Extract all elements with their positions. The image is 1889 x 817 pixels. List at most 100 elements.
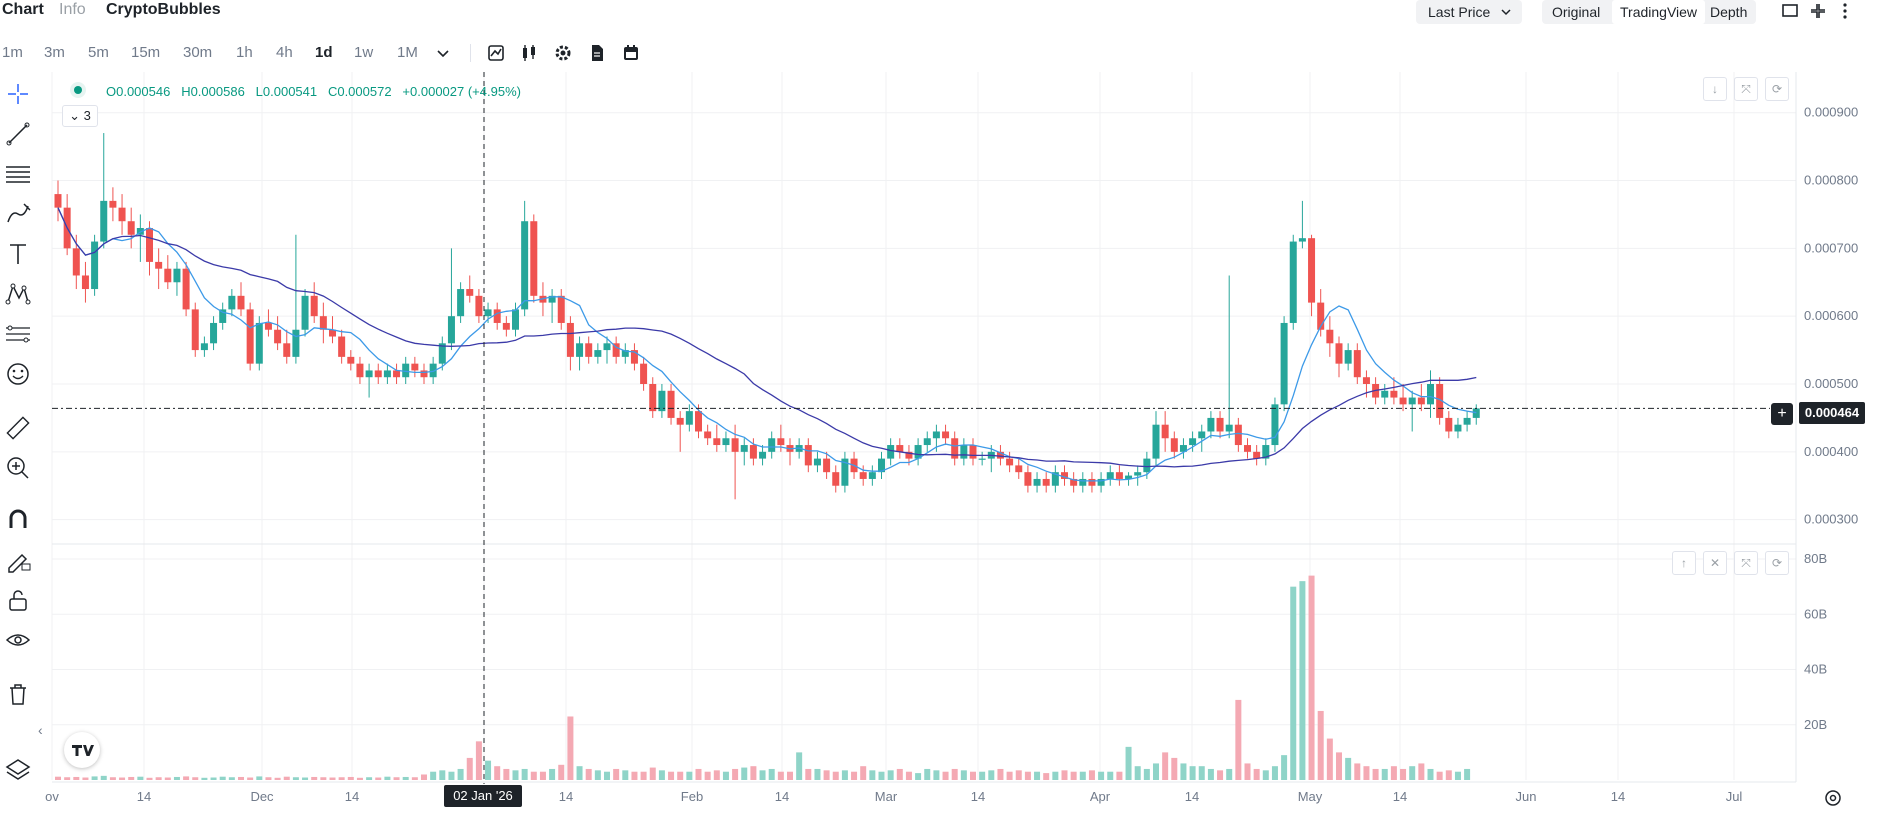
time-tick-label: 14 [971,789,985,804]
zoom-in-icon[interactable] [4,454,32,482]
window-icon[interactable] [1781,2,1799,20]
volume-bar [759,770,766,780]
candle-body [347,356,355,364]
candle-body [603,343,611,351]
candle-body [1033,478,1041,486]
time-tick-label: Apr [1090,789,1111,804]
candle-body [1244,445,1251,452]
close-pane-icon[interactable]: ✕ [1703,551,1727,575]
interval-5m[interactable]: 5m [88,44,109,61]
volume-bar [1235,699,1242,780]
volume-bar [448,771,455,780]
crosshair-icon[interactable] [4,80,32,108]
move-up-icon[interactable]: ↑ [1672,551,1696,575]
pencil-lock-icon[interactable] [4,546,32,574]
tab-cryptobubbles[interactable]: CryptoBubbles [106,1,221,18]
collapse-toolbar-icon[interactable]: ‹ [38,722,43,738]
interval-1m[interactable]: 1m [2,44,23,61]
candle-body [374,370,382,378]
text-icon[interactable] [4,240,32,268]
unlock-icon[interactable] [4,586,32,614]
interval-1M[interactable]: 1M [397,44,418,61]
interval-15m[interactable]: 15m [131,44,161,61]
trend-line-icon[interactable] [4,120,32,148]
interval-3m[interactable]: 3m [44,44,65,61]
tradingview-logo[interactable] [64,732,100,768]
candle-body [594,350,602,357]
volume-bar [1354,763,1361,780]
symbol-status-dot[interactable] [70,82,86,98]
interval-4h[interactable]: 4h [276,44,293,61]
move-down-icon[interactable]: ↓ [1703,77,1727,101]
indicators-icon[interactable] [486,43,506,63]
legend-open: O0.000546 [106,84,171,99]
fib-levels-icon[interactable] [4,320,32,348]
volume-bar [1400,768,1407,780]
document-icon[interactable] [587,43,607,63]
volume-bar [796,752,803,780]
volume-bar [1171,757,1178,780]
collapse-pane-icon[interactable]: ⤧ [1734,77,1758,101]
candle-body [329,329,336,337]
interval-1w[interactable]: 1w [354,44,374,61]
candle-body [905,451,913,459]
volume-bar [594,770,601,780]
candle-body [548,295,556,303]
volume-bar [320,777,327,780]
candle-body [859,472,867,479]
eye-icon[interactable] [4,626,32,654]
volume-bar [1390,766,1397,780]
candle-body [1472,408,1480,418]
volume-bar [1345,757,1352,780]
volume-bar [1262,770,1269,780]
volume-bar [1162,752,1169,780]
volume-bar [915,773,922,780]
calendar-icon[interactable] [621,43,641,63]
add-alert-icon[interactable]: + [1771,403,1793,425]
volume-bar [1180,763,1187,780]
settings-gear-icon[interactable] [553,43,573,63]
view-original[interactable]: Original [1552,4,1601,20]
candle-type-icon[interactable] [519,43,539,63]
candle-body [1125,475,1133,479]
brush-icon[interactable] [4,200,32,228]
volume-bar [814,768,821,780]
volume-bar [549,768,556,780]
horizontal-lines-icon[interactable] [4,160,32,188]
more-icon[interactable] [1836,2,1854,20]
grid-layout-icon[interactable] [1809,2,1827,20]
volume-bar [860,766,867,780]
pattern-icon[interactable] [4,280,32,308]
candle-body [1161,424,1169,439]
ruler-icon[interactable] [4,414,32,442]
view-tradingview[interactable]: TradingView [1612,0,1706,24]
price-tick-label: 0.000800 [1804,173,1858,188]
interval-1d[interactable]: 1d [315,44,333,61]
candle-body [923,438,931,446]
emoji-icon[interactable] [4,360,32,388]
maximize-pane-icon[interactable]: ⟳ [1765,77,1789,101]
price-tick-label: 0.000700 [1804,240,1858,255]
interval-1h[interactable]: 1h [236,44,253,61]
price-type-dropdown[interactable]: Last Price [1416,0,1522,24]
layers-icon[interactable] [4,756,32,784]
volume-bar [750,766,757,780]
trash-icon[interactable] [4,680,32,708]
candle-body [1097,478,1105,486]
chevron-down-icon[interactable] [436,48,450,60]
indicators-toggle[interactable]: ⌄ 3 [62,105,98,127]
chart-settings-icon[interactable] [1823,788,1843,808]
tab-info[interactable]: Info [59,1,86,18]
collapse-pane-icon[interactable]: ⤧ [1734,551,1758,575]
candles [54,133,1480,500]
tab-chart[interactable]: Chart [2,1,44,18]
magnet-icon[interactable] [4,506,32,534]
volume-bar [210,777,217,780]
volume-bar [521,768,528,780]
view-depth[interactable]: Depth [1710,4,1748,20]
maximize-pane-icon[interactable]: ⟳ [1765,551,1789,575]
candle-body [356,363,364,378]
candle-body [438,343,446,364]
interval-30m[interactable]: 30m [183,44,213,61]
